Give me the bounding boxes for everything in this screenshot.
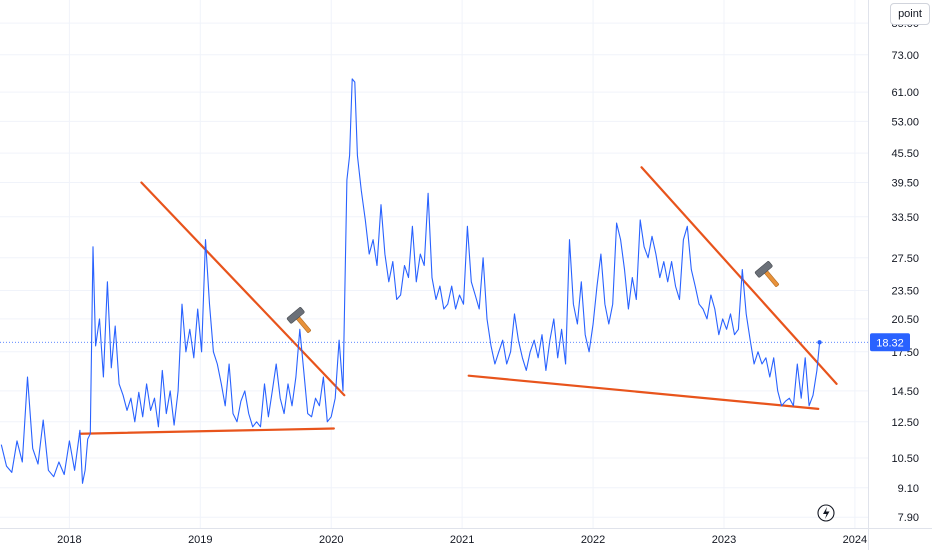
price-badge [870, 333, 910, 352]
y-tick-label: 9.10 [898, 483, 919, 495]
trendline[interactable] [640, 166, 838, 385]
y-tick-label: 12.50 [891, 417, 919, 429]
x-tick-label: 2021 [450, 534, 474, 546]
price-badge-label: 18.32 [876, 337, 904, 349]
y-tick-label: 61.00 [891, 87, 919, 99]
lightning-icon[interactable] [817, 504, 835, 522]
hammer-head [754, 261, 773, 278]
x-tick-label: 2024 [843, 534, 867, 546]
x-tick-label: 2018 [57, 534, 81, 546]
hammer-icon [754, 261, 779, 287]
trendline[interactable] [467, 374, 820, 410]
unit-button[interactable]: point [890, 3, 930, 25]
annotations [286, 261, 835, 522]
series-layer [0, 78, 868, 484]
y-tick-label: 14.50 [891, 386, 919, 398]
y-tick-label: 53.00 [891, 116, 919, 128]
y-tick-label: 7.90 [898, 512, 919, 524]
y-tick-label: 23.50 [891, 285, 919, 297]
x-tick-label: 2022 [581, 534, 605, 546]
x-tick-label: 2023 [712, 534, 736, 546]
trendline[interactable] [140, 181, 346, 397]
trendline[interactable] [78, 427, 335, 435]
hammer-icon [286, 307, 311, 333]
y-tick-label: 73.00 [891, 50, 919, 62]
y-tick-label: 39.50 [891, 177, 919, 189]
y-tick-label: 10.50 [891, 453, 919, 465]
x-tick-label: 2019 [188, 534, 212, 546]
hammer-head [286, 307, 305, 324]
series-line[interactable] [0, 78, 821, 484]
y-tick-label: 45.50 [891, 148, 919, 160]
x-tick-label: 2020 [319, 534, 343, 546]
y-tick-label: 33.50 [891, 212, 919, 224]
lightning-bolt [823, 507, 830, 519]
y-tick-label: 20.50 [891, 314, 919, 326]
trendlines [78, 166, 838, 435]
time-axis: 2018 2019 2020 2021 2022 2023 2024 [57, 534, 867, 546]
price-axis: 85.0073.0061.0053.0045.5039.5033.5027.50… [870, 18, 919, 524]
y-tick-label: 27.50 [891, 253, 919, 265]
